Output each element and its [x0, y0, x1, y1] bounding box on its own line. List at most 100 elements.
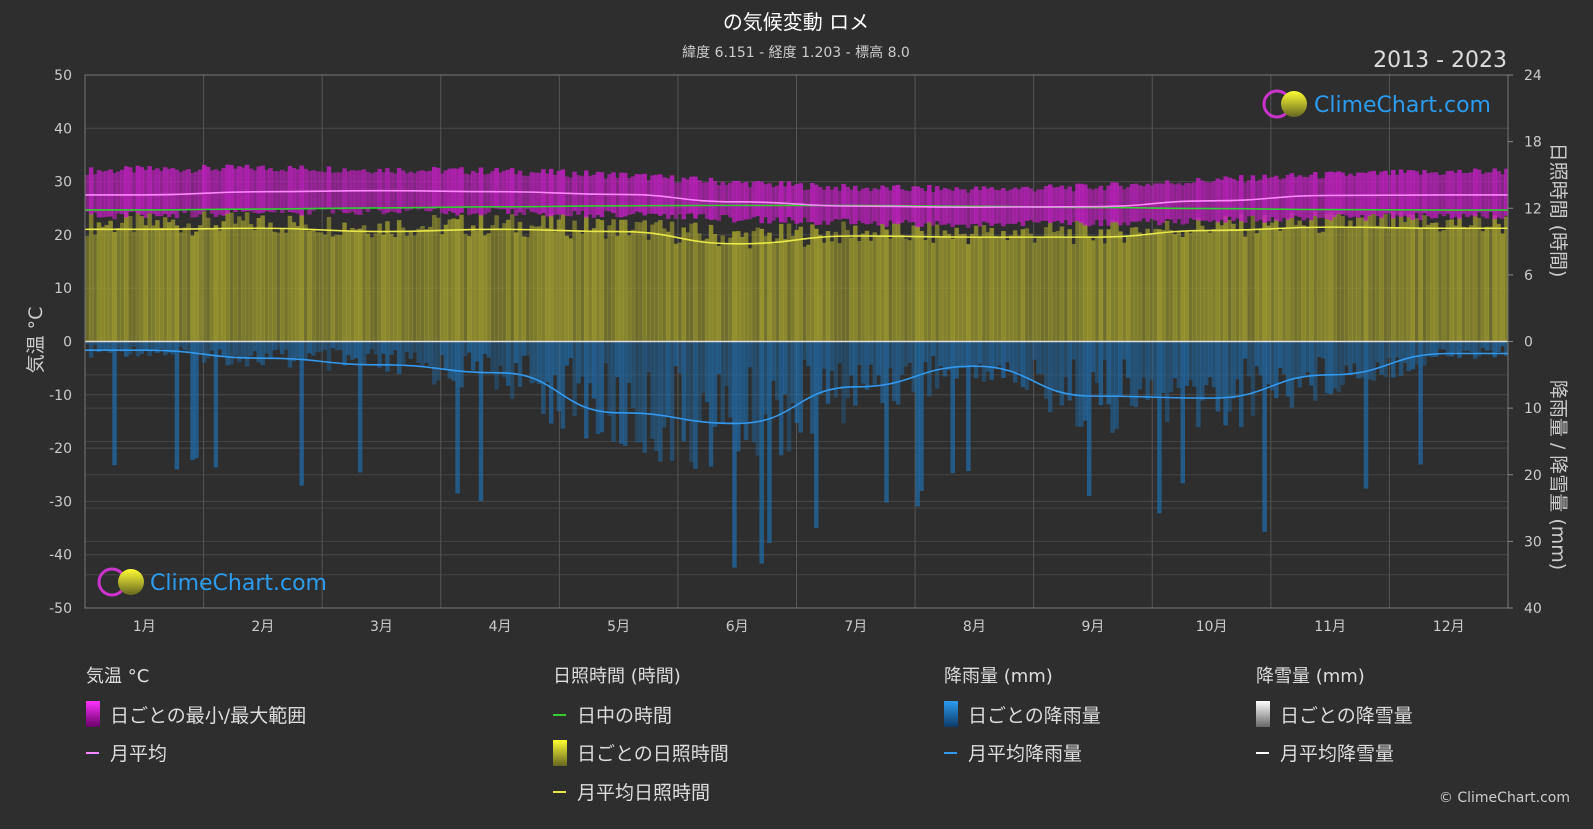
- rain-daily-bar: [778, 341, 784, 456]
- sunshine-daily-bar: [1328, 212, 1334, 342]
- rain-daily-bar: [895, 341, 901, 405]
- temp-range-daily-bar: [1024, 186, 1030, 221]
- rain-daily-bar: [1254, 341, 1260, 367]
- sunshine-daily-bar: [1227, 219, 1232, 342]
- sunshine-daily-bar: [1188, 232, 1193, 342]
- rain-daily-bar: [985, 341, 991, 372]
- legend-item: 日ごとの降雨量: [968, 705, 1101, 727]
- rain-daily-bar: [907, 341, 913, 363]
- rain-daily-bar: [1051, 341, 1057, 389]
- right-axis-precip-label: 降雨量 / 降雪量 (mm): [1547, 380, 1569, 570]
- sunshine-daily-bar: [244, 212, 250, 342]
- temp-range-daily-bar: [1320, 178, 1326, 218]
- rain-daily-bar: [299, 341, 304, 486]
- rain-daily-bar: [833, 341, 839, 398]
- rain-daily-bar: [416, 341, 421, 363]
- rain-daily-bar: [1172, 341, 1178, 379]
- sunshine-daily-bar: [1426, 224, 1431, 342]
- sunshine-daily-bar: [1441, 230, 1447, 342]
- sunshine-daily-bar: [685, 232, 690, 342]
- rain-daily-bar: [1040, 341, 1045, 375]
- temp-range-daily-bar: [564, 176, 570, 217]
- sunshine-daily-bar: [728, 237, 733, 342]
- sunshine-daily-bar: [1394, 227, 1400, 342]
- temp-range-daily-bar: [1184, 182, 1189, 224]
- rain-daily-bar: [1476, 341, 1482, 357]
- rain-daily-bar: [143, 341, 148, 350]
- temp-range-daily-bar: [1246, 180, 1252, 217]
- sunshine-daily-bar: [1262, 214, 1267, 342]
- sunshine-daily-bar: [587, 232, 593, 342]
- rain-daily-bar: [1153, 341, 1158, 399]
- temp-range-daily-bar: [1383, 170, 1388, 214]
- temp-avg-line: [85, 189, 1508, 208]
- temp-range-daily-bar: [849, 189, 854, 225]
- logo-top[interactable]: ClimeChart.com: [1262, 89, 1491, 119]
- temp-range-daily-bar: [876, 189, 881, 226]
- rain-daily-bar: [244, 341, 250, 367]
- sunshine-daily-bar: [1133, 227, 1139, 342]
- rain-daily-bar: [923, 341, 928, 363]
- sunshine-daily-bar: [704, 238, 710, 342]
- rain-daily-bar: [790, 341, 796, 404]
- sunshine-daily-bar: [357, 228, 363, 342]
- sunshine-daily-bar: [1387, 227, 1392, 342]
- sunshine-daily-bar: [151, 225, 156, 342]
- sunshine-daily-bar: [747, 248, 753, 342]
- sunshine-daily-bar: [1344, 226, 1349, 342]
- temp-range-daily-bar: [283, 171, 289, 211]
- rain-daily-bar: [1016, 341, 1022, 373]
- rain-daily-bar: [1211, 341, 1217, 388]
- sunshine-daily-bar: [1472, 214, 1478, 342]
- sunshine-daily-bar: [123, 212, 129, 342]
- rain-daily-bar: [1375, 341, 1380, 363]
- rain-daily-bar: [1398, 341, 1404, 376]
- rain-daily-bar: [1242, 341, 1248, 359]
- sunshine-daily-bar: [174, 225, 180, 342]
- sunshine-daily-bar: [712, 234, 718, 342]
- temp-range-daily-bar: [724, 184, 729, 215]
- rain-daily-bar: [1246, 341, 1252, 377]
- rain-daily-bar: [1122, 341, 1127, 360]
- rain-daily-bar: [1219, 341, 1224, 398]
- rain-daily-bar: [1145, 341, 1150, 400]
- temp-range-daily-bar: [1445, 171, 1451, 214]
- temp-range-daily-bar: [447, 168, 453, 212]
- sunshine-daily-bar: [1313, 212, 1318, 342]
- temp-range-daily-bar: [1422, 170, 1427, 214]
- temp-range-daily-bar: [977, 190, 983, 227]
- sunshine-daily-bar: [552, 231, 558, 342]
- temp-range-daily-bar: [1079, 183, 1084, 224]
- sunshine-daily-bar: [658, 220, 663, 342]
- rain-daily-bar: [576, 341, 581, 384]
- rain-daily-bar: [1484, 341, 1490, 351]
- temp-range-daily-bar: [1028, 188, 1033, 221]
- sunshine-daily-bar: [1215, 221, 1221, 342]
- rain-daily-bar: [1168, 341, 1174, 393]
- temp-range-daily-bar: [872, 188, 878, 222]
- temp-range-daily-bar: [1340, 172, 1345, 215]
- sunshine-daily-bar: [1402, 222, 1408, 342]
- rain-daily-bar: [1406, 341, 1412, 372]
- logo-bottom[interactable]: ClimeChart.com: [97, 567, 327, 597]
- rain-daily-bar: [1036, 341, 1041, 374]
- sunshine-daily-bar: [1176, 230, 1182, 342]
- sunshine-daily-bar: [931, 242, 936, 342]
- rain-daily-bar: [162, 341, 168, 356]
- copyright[interactable]: © ClimeChart.com: [1439, 790, 1570, 806]
- sunshine-daily-bar: [958, 234, 963, 342]
- rain-daily-bar: [1426, 341, 1431, 357]
- rain-daily-bar: [1008, 341, 1014, 372]
- temp-range-daily-bar: [1219, 179, 1224, 220]
- rain-daily-bar: [739, 341, 745, 423]
- legend-title: 気温 °C: [86, 666, 149, 687]
- rain-daily-bar: [326, 341, 332, 371]
- rain-daily-bar: [849, 341, 854, 376]
- temp-range-daily-bar: [147, 166, 152, 214]
- rain-swatch: [944, 701, 958, 727]
- sunshine-daily-bar: [817, 235, 823, 342]
- sunshine-daily-bar: [915, 225, 920, 342]
- rain-daily-bar: [1063, 341, 1069, 378]
- month-tick-label: 3月: [370, 619, 393, 635]
- rain-daily-bar: [541, 341, 546, 415]
